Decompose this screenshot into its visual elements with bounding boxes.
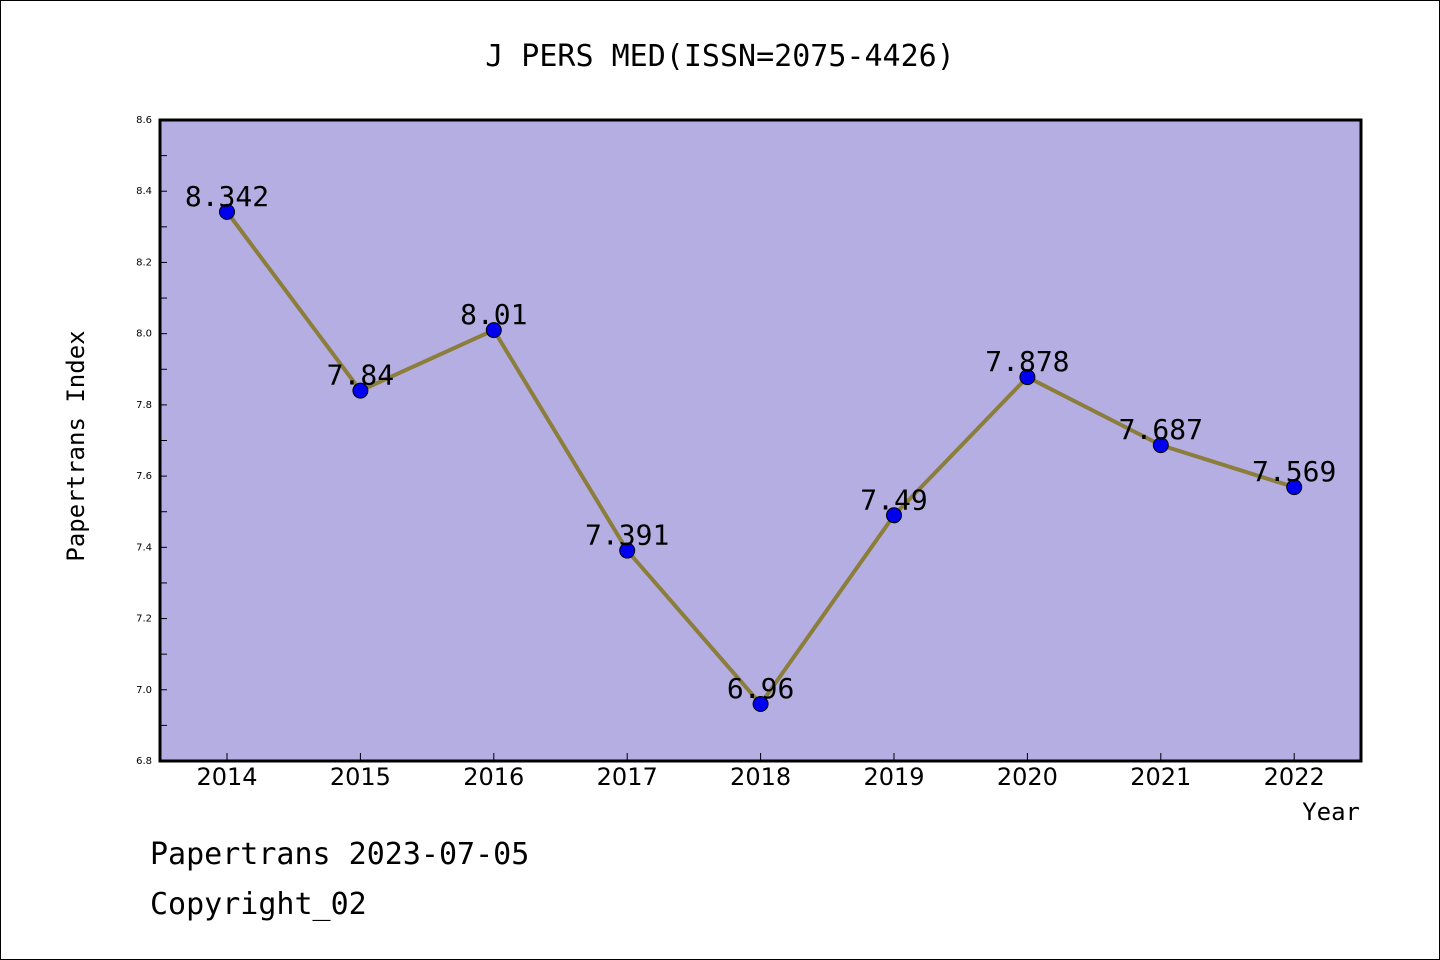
- x-tick-label: 2018: [730, 763, 791, 791]
- x-tick-label: 2020: [997, 763, 1058, 791]
- y-axis-label: Papertrans Index: [62, 330, 90, 561]
- data-point: [619, 542, 636, 559]
- y-tick-label: 7.4: [136, 542, 152, 553]
- plot-border: [158, 118, 1363, 763]
- x-tick-label: 2015: [330, 763, 391, 791]
- data-point: [219, 203, 235, 220]
- data-label: 7.569: [1252, 455, 1336, 488]
- x-tick-label: 2021: [1130, 763, 1191, 791]
- footer-copyright-text: Copyright_02: [150, 887, 367, 922]
- series-markers: [219, 203, 1303, 713]
- data-point: [886, 507, 902, 524]
- y-tick-label: 8.2: [136, 257, 152, 268]
- y-tick-label: 7.2: [136, 614, 152, 625]
- data-label: 8.01: [460, 298, 527, 331]
- data-point: [1286, 479, 1303, 496]
- data-label: 6.96: [727, 672, 794, 705]
- data-label: 7.84: [327, 359, 394, 392]
- data-point: [352, 382, 369, 399]
- y-tick-label: 6.8: [136, 756, 152, 767]
- x-tick-label: 2022: [1264, 763, 1325, 791]
- y-tick-label: 7.8: [136, 400, 152, 411]
- y-tick-label: 8.0: [136, 329, 152, 340]
- y-tick-label: 8.6: [136, 115, 152, 126]
- data-point: [1152, 437, 1169, 454]
- data-label: 7.687: [1119, 413, 1203, 446]
- data-label: 7.49: [860, 483, 927, 516]
- y-tick-label: 7.0: [136, 685, 152, 696]
- data-point: [485, 322, 502, 339]
- y-tick-label: 7.6: [136, 471, 152, 482]
- footer-date-text: Papertrans 2023-07-05: [150, 837, 529, 872]
- x-axis-ticks: 2014 2015 2016 2017 2018 2019 2020 2021 2022: [196, 753, 1325, 791]
- x-tick-label: 2016: [463, 763, 524, 791]
- data-point: [752, 696, 769, 713]
- x-tick-label: 2019: [863, 763, 924, 791]
- chart-title: J PERS MED(ISSN=2075-4426): [485, 39, 955, 74]
- data-label: 7.391: [585, 519, 669, 552]
- data-label: 8.342: [185, 180, 269, 213]
- y-tick-label: 8.4: [136, 186, 152, 197]
- x-tick-label: 2014: [196, 763, 257, 791]
- x-axis-label: Year: [1302, 798, 1360, 826]
- data-labels: 8.342 7.84 8.01 7.391 6.96 7.49 7.878 7.687 7.56…: [185, 180, 1336, 705]
- data-label: 7.878: [985, 345, 1069, 378]
- x-tick-label: 2017: [597, 763, 658, 791]
- data-point: [1019, 369, 1036, 386]
